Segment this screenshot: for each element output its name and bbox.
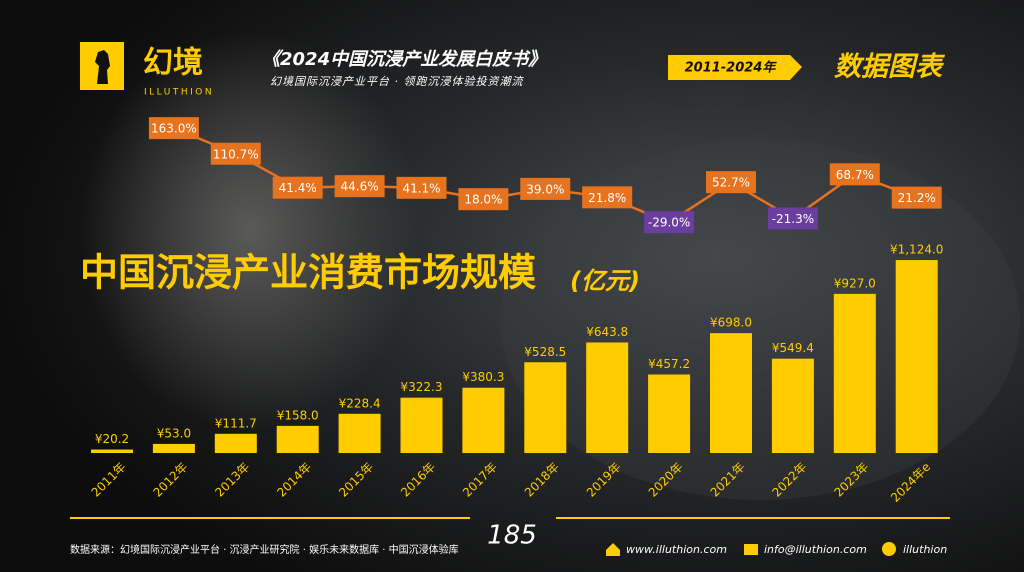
growth-marker xyxy=(767,207,818,230)
bar xyxy=(586,342,629,453)
unit: (亿元) xyxy=(570,267,640,295)
growth-marker xyxy=(644,211,695,234)
email: info@illuthion.com xyxy=(764,543,867,556)
growth-marker xyxy=(520,177,571,200)
bar xyxy=(710,333,752,453)
brand-en: ILLUTHION xyxy=(144,88,214,98)
value-label: ¥20.2 xyxy=(95,432,129,446)
value-label: ¥228.4 xyxy=(339,396,381,410)
background-vortex xyxy=(500,140,1020,500)
report-title: 《2024中国沉浸产业发展白皮书》 xyxy=(262,49,546,70)
value-label: ¥380.3 xyxy=(462,370,504,384)
period-badge xyxy=(668,55,802,80)
logo-figure xyxy=(95,50,110,84)
bar xyxy=(648,374,691,453)
growth-marker xyxy=(272,176,323,199)
value-label: ¥111.7 xyxy=(215,416,257,430)
growth-marker xyxy=(706,171,756,194)
value-label: ¥549.4 xyxy=(772,341,814,355)
growth-label: 39.0% xyxy=(526,182,564,196)
bar xyxy=(400,397,443,453)
growth-marker xyxy=(334,175,385,198)
growth-marker xyxy=(891,186,942,209)
growth-label: 21.8% xyxy=(588,191,626,205)
growth-label: 21.2% xyxy=(898,191,936,205)
bar xyxy=(771,358,814,453)
bar xyxy=(462,387,505,453)
brand: 幻境 xyxy=(143,46,203,81)
bar xyxy=(524,362,567,453)
value-label: ¥698.0 xyxy=(710,316,752,330)
value-label: ¥53.0 xyxy=(157,426,191,440)
value-label: ¥927.0 xyxy=(834,276,876,290)
growth-label: 41.1% xyxy=(402,181,440,195)
growth-marker xyxy=(458,188,509,211)
wechat-icon xyxy=(882,542,896,556)
website: www.illuthion.com xyxy=(626,543,727,556)
growth-label: 41.4% xyxy=(279,181,317,195)
value-label: ¥158.0 xyxy=(277,408,319,422)
value-label: ¥1,124.0 xyxy=(890,243,943,257)
background-figure xyxy=(80,30,420,430)
wechat: illuthion xyxy=(903,543,947,556)
growth-label: 52.7% xyxy=(712,176,750,190)
growth-label: 18.0% xyxy=(464,193,502,207)
growth-marker xyxy=(210,142,261,165)
value-label: ¥528.5 xyxy=(524,345,566,359)
value-label: ¥457.2 xyxy=(648,357,690,371)
section: 数据图表 xyxy=(834,52,946,83)
period: 2011-2024年 xyxy=(685,60,778,76)
growth-label: 163.0% xyxy=(151,122,197,136)
value-label: ¥643.8 xyxy=(586,325,628,339)
bar xyxy=(833,293,876,453)
growth-marker xyxy=(396,176,447,199)
bar xyxy=(214,433,257,453)
tagline: 幻境国际沉浸产业平台 · 领跑沉浸体验投资潮流 xyxy=(270,75,524,88)
home-icon xyxy=(606,543,620,556)
bar xyxy=(338,413,381,453)
page-number: 185 xyxy=(487,521,537,551)
growth-label: -29.0% xyxy=(648,216,690,230)
bar xyxy=(895,260,938,453)
growth-label: 68.7% xyxy=(836,168,874,182)
value-label: ¥322.3 xyxy=(401,380,443,394)
growth-label: -21.3% xyxy=(772,212,814,226)
mail-icon xyxy=(744,544,758,555)
growth-marker xyxy=(829,163,880,186)
chart-title: 中国沉浸产业消费市场规模 xyxy=(80,251,536,295)
bar xyxy=(91,449,133,453)
growth-label: 44.6% xyxy=(341,180,379,194)
bar xyxy=(276,425,319,453)
growth-marker xyxy=(148,117,199,140)
growth-label: 110.7% xyxy=(213,147,259,161)
source: 数据来源：幻境国际沉浸产业平台 · 沉浸产业研究院 · 娱乐未来数据库 · 中国… xyxy=(70,543,459,556)
growth-marker xyxy=(582,186,633,209)
bar xyxy=(152,443,195,453)
